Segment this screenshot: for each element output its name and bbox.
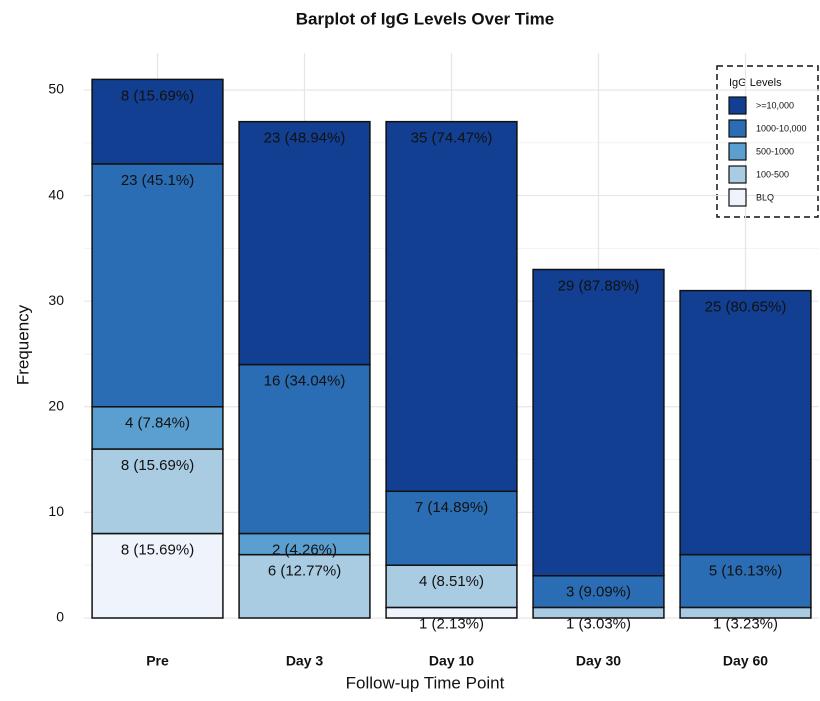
y-tick-label: 50 — [48, 81, 64, 97]
legend-swatch — [728, 142, 747, 161]
data-label: 25 (80.65%) — [705, 298, 787, 315]
data-label: 1 (2.13%) — [419, 615, 484, 632]
y-tick-label: 40 — [48, 186, 64, 202]
bar-segment — [238, 120, 371, 366]
y-tick-label: 0 — [56, 609, 64, 625]
legend-label: >=10,000 — [756, 100, 794, 110]
data-label: 4 (8.51%) — [419, 573, 484, 590]
bar-segment — [385, 490, 518, 566]
data-label: 23 (45.1%) — [121, 172, 194, 189]
legend-swatch — [728, 188, 747, 207]
y-tick-label: 20 — [48, 397, 64, 413]
y-tick-label: 30 — [48, 292, 64, 308]
data-label: 8 (15.69%) — [121, 541, 194, 558]
data-label: 1 (3.23%) — [713, 615, 778, 632]
data-label: 35 (74.47%) — [411, 130, 493, 147]
bar-segment — [91, 78, 224, 165]
legend-swatch — [728, 165, 747, 184]
data-label: 4 (7.84%) — [125, 415, 190, 432]
bar-segment — [91, 448, 224, 535]
legend-label: 1000-10,000 — [756, 123, 807, 133]
bar-segment — [385, 120, 518, 493]
legend-title: IgG Levels — [729, 77, 782, 89]
bar-segment — [385, 564, 518, 609]
data-label: 5 (16.13%) — [709, 563, 782, 580]
data-label: 8 (15.69%) — [121, 457, 194, 474]
bar-segment — [238, 363, 371, 535]
data-label: 16 (34.04%) — [264, 372, 346, 389]
bar-segment — [91, 406, 224, 450]
data-label: 7 (14.89%) — [415, 499, 488, 516]
legend-swatch — [728, 119, 747, 138]
x-axis-title: Follow-up Time Point — [346, 673, 505, 692]
data-label: 29 (87.88%) — [558, 277, 640, 294]
x-tick-label: Pre — [146, 653, 169, 669]
bar-segment — [91, 532, 224, 619]
legend-label: 100-500 — [756, 169, 789, 179]
data-label: 3 (9.09%) — [566, 584, 631, 601]
data-label: 6 (12.77%) — [268, 563, 341, 580]
data-label: 2 (4.26%) — [272, 541, 337, 558]
bar-segment — [679, 289, 812, 556]
x-tick-label: Day 30 — [576, 653, 621, 669]
data-label: 23 (48.94%) — [264, 130, 346, 147]
data-label: 8 (15.69%) — [121, 87, 194, 104]
legend-label: 500-1000 — [756, 146, 794, 156]
bar-segment — [679, 553, 812, 609]
legend-swatch — [728, 96, 747, 115]
legend-label: BLQ — [756, 192, 774, 202]
data-label: 1 (3.03%) — [566, 615, 631, 632]
y-axis-title: Frequency — [13, 304, 32, 385]
x-tick-label: Day 3 — [286, 653, 324, 669]
x-tick-label: Day 10 — [429, 653, 474, 669]
y-tick-label: 10 — [48, 503, 64, 519]
bar-segment — [532, 268, 665, 577]
bar-segment — [91, 163, 224, 408]
x-tick-label: Day 60 — [723, 653, 768, 669]
chart-title: Barplot of IgG Levels Over Time — [296, 9, 555, 28]
